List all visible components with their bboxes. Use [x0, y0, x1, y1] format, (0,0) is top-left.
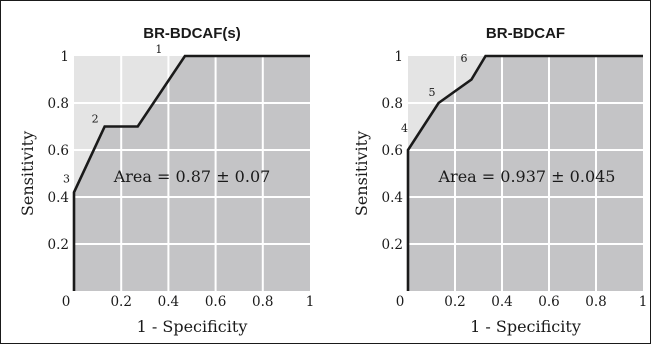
- y-tick-label: 0.8: [382, 96, 403, 112]
- point-label: 4: [401, 122, 408, 135]
- x-tick-label: 0.2: [444, 294, 465, 310]
- y-tick-label: 0.8: [48, 96, 69, 112]
- chart-title: BR-BDCAF: [486, 25, 565, 42]
- y-tick-label: 1: [60, 49, 69, 65]
- point-label: 6: [460, 52, 467, 65]
- point-label: 1: [155, 43, 162, 56]
- y-tick-label: 0.2: [382, 237, 403, 253]
- point-label: 5: [429, 86, 436, 99]
- y-tick-label: 0.2: [48, 237, 69, 253]
- point-label: 2: [92, 113, 99, 126]
- y-tick-label: 0.6: [48, 143, 69, 159]
- x-axis-label: 1 - Specificity: [137, 317, 248, 336]
- point-label: 3: [63, 172, 70, 185]
- x-axis-label: 1 - Specificity: [470, 317, 581, 336]
- roc-curve-1: [72, 54, 310, 291]
- x-tick-label: 1: [306, 294, 315, 310]
- area-annotation: Area = 0.87 ± 0.07: [113, 167, 271, 186]
- x-tick-label: 0.4: [158, 294, 179, 310]
- roc-area-1: [74, 56, 310, 291]
- x-tick-label: 0.4: [491, 294, 512, 310]
- roc-curve-2: [406, 54, 643, 291]
- area-annotation: Area = 0.937 ± 0.045: [438, 167, 616, 186]
- y-tick-label: 0.6: [382, 143, 403, 159]
- y-tick-label: 0.4: [48, 190, 69, 206]
- y-axis-label: Sensitivity: [352, 131, 371, 216]
- roc-area-2: [408, 56, 643, 291]
- x-tick-label: 0: [396, 294, 405, 310]
- x-tick-label: 0.2: [110, 294, 131, 310]
- chart-title: BR-BDCAF(s): [143, 25, 241, 42]
- x-tick-label: 0.6: [538, 294, 559, 310]
- x-tick-label: 0.6: [205, 294, 226, 310]
- x-tick-label: 0: [62, 294, 71, 310]
- x-tick-label: 0.8: [252, 294, 273, 310]
- y-axis-label: Sensitivity: [18, 131, 37, 216]
- y-tick-label: 0.4: [382, 190, 403, 206]
- x-tick-label: 0.8: [585, 294, 606, 310]
- y-tick-label: 1: [394, 49, 403, 65]
- x-tick-label: 1: [639, 294, 648, 310]
